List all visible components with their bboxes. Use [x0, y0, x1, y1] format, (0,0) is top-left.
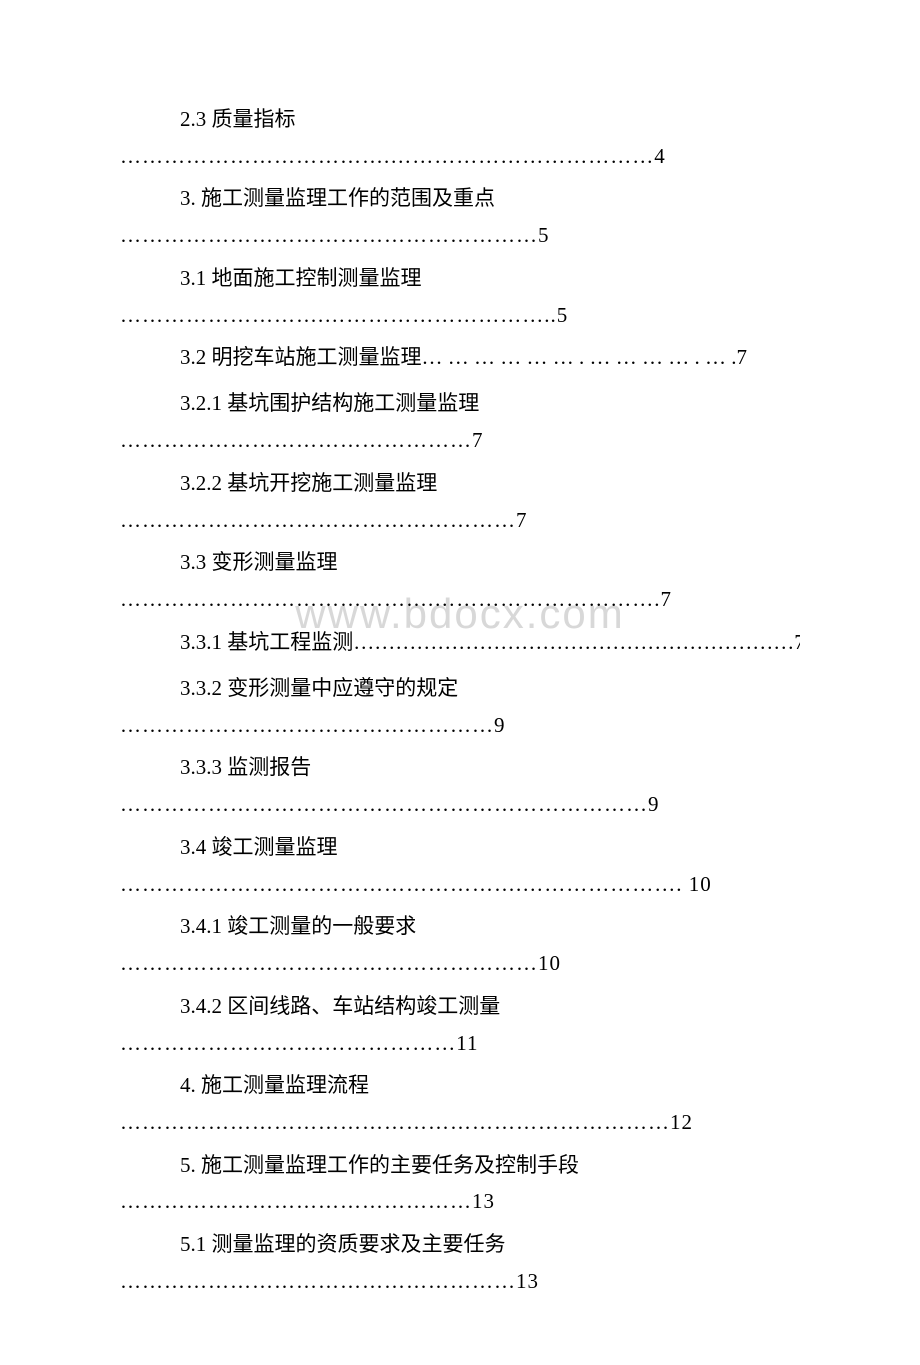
- toc-leader-line: ……………………….…………………………..5: [120, 299, 800, 333]
- toc-leader-line: …………………………………………………10: [120, 947, 800, 981]
- toc-title: 3. 施工测量监理工作的范围及重点: [120, 179, 800, 219]
- toc-entry: 3.4.1 竣工测量的一般要求…………………………………………………10: [120, 907, 800, 980]
- toc-title: 3.1 地面施工控制测量监理: [120, 259, 800, 299]
- toc-leader-line: …………………………………………7: [120, 424, 800, 458]
- toc-entry: 3.4 竣工测量监理……………………………………………….…………………. 10: [120, 828, 800, 901]
- toc-entry: 4. 施工测量监理流程…………………………………………………………………12: [120, 1066, 800, 1139]
- toc-leader-line: …………………………………….………………………….7: [120, 583, 800, 617]
- toc-leader-line: ……………………………………………….…………………. 10: [120, 868, 800, 902]
- toc-title-inline: 3.2 明挖车站施工测量监理… … … … … … . … … … … . … …: [120, 338, 800, 378]
- toc-entry: 2.3 质量指标……………………………….………………………………4: [120, 100, 800, 173]
- toc-title: 3.3.2 变形测量中应遵守的规定: [120, 669, 800, 709]
- toc-leader-line: ……………………….………………11: [120, 1027, 800, 1061]
- toc-entry: 3.3.3 监测报告………………………………………………………………9: [120, 748, 800, 821]
- toc-entry: 5. 施工测量监理工作的主要任务及控制手段…………………………………………13: [120, 1146, 800, 1219]
- toc-entry: 3.2 明挖车站施工测量监理… … … … … … . … … … … . … …: [120, 338, 800, 378]
- toc-entry: 5.1 测量监理的资质要求及主要任务………………………………………………13: [120, 1225, 800, 1298]
- toc-entry: 3.3.1 基坑工程监测………………………………………………………7: [120, 623, 800, 663]
- toc-leader-line: ………………………………………………13: [120, 1265, 800, 1299]
- toc-title: 3.2.1 基坑围护结构施工测量监理: [120, 384, 800, 424]
- toc-leader-line: …………………………………………………………………12: [120, 1106, 800, 1140]
- toc-title-inline: 3.3.1 基坑工程监测………………………………………………………7: [120, 623, 800, 663]
- toc-leader-line: …………………………………………………5: [120, 219, 800, 253]
- toc-entry: 3.3.2 变形测量中应遵守的规定……………………………………………9: [120, 669, 800, 742]
- toc-title: 5. 施工测量监理工作的主要任务及控制手段: [120, 1146, 800, 1186]
- toc-entry: 3. 施工测量监理工作的范围及重点…………………………………………………5: [120, 179, 800, 252]
- toc-container: 2.3 质量指标……………………………….………………………………43. 施工测…: [120, 100, 800, 1299]
- toc-entry: 3.1 地面施工控制测量监理……………………….…………………………..5: [120, 259, 800, 332]
- toc-title: 3.3.3 监测报告: [120, 748, 800, 788]
- toc-title: 4. 施工测量监理流程: [120, 1066, 800, 1106]
- toc-title: 3.4.1 竣工测量的一般要求: [120, 907, 800, 947]
- toc-title: 3.4 竣工测量监理: [120, 828, 800, 868]
- toc-leader-line: ………………………………………………………………9: [120, 788, 800, 822]
- toc-title: 3.2.2 基坑开挖施工测量监理: [120, 464, 800, 504]
- toc-entry: 3.4.2 区间线路、车站结构竣工测量……………………….………………11: [120, 987, 800, 1060]
- toc-entry: 3.2.2 基坑开挖施工测量监理………………………………………………7: [120, 464, 800, 537]
- toc-entry: 3.2.1 基坑围护结构施工测量监理…………………………………………7: [120, 384, 800, 457]
- toc-leader-line: ……………………………….………………………………4: [120, 140, 800, 174]
- toc-leader-line: ………………………………………………7: [120, 504, 800, 538]
- toc-leader-line: …………………………………………13: [120, 1185, 800, 1219]
- toc-leader-line: ……………………………………………9: [120, 709, 800, 743]
- toc-title: 5.1 测量监理的资质要求及主要任务: [120, 1225, 800, 1265]
- toc-title: 3.3 变形测量监理: [120, 543, 800, 583]
- toc-entry: 3.3 变形测量监理…………………………………….………………………….7: [120, 543, 800, 616]
- toc-title: 3.4.2 区间线路、车站结构竣工测量: [120, 987, 800, 1027]
- toc-title: 2.3 质量指标: [120, 100, 800, 140]
